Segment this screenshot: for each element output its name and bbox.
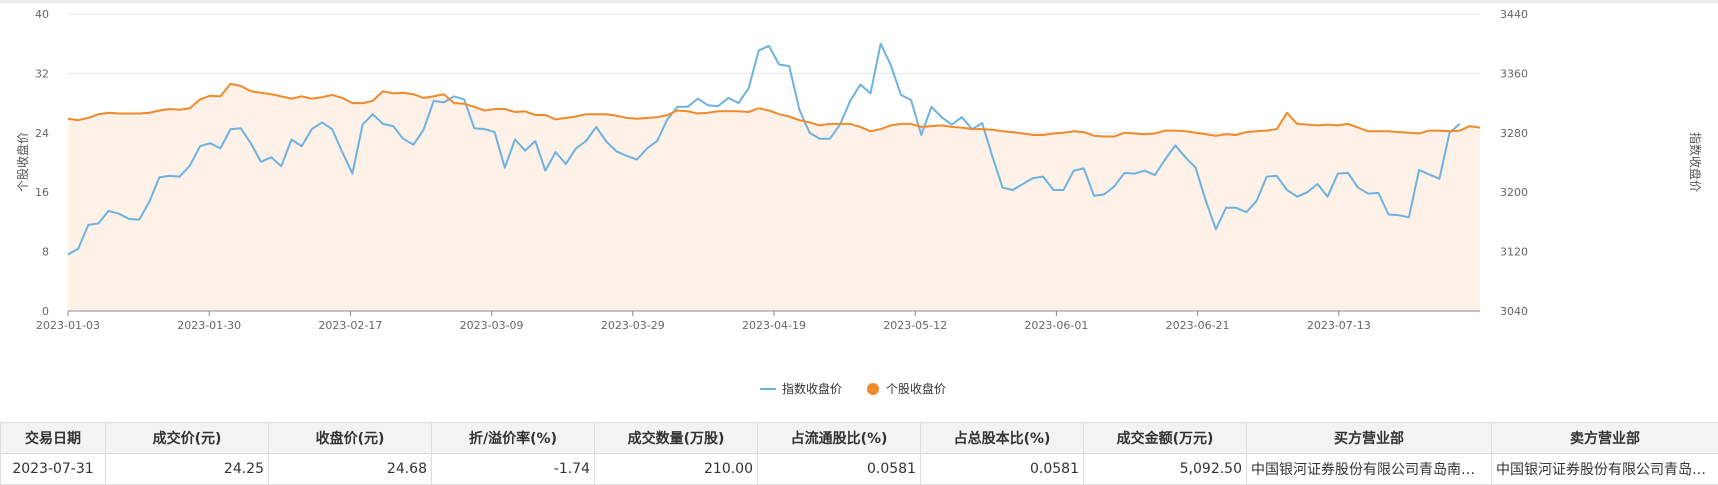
y-right-tick-label: 3280 bbox=[1500, 127, 1528, 140]
header-total-ratio[interactable]: 占总股本比(%) bbox=[921, 423, 1084, 454]
x-tick-label: 2023-02-17 bbox=[318, 319, 382, 332]
legend-label-stock: 个股收盘价 bbox=[886, 381, 946, 396]
header-premium-rate[interactable]: 折/溢价率(%) bbox=[432, 423, 595, 454]
x-tick-label: 2023-05-12 bbox=[883, 319, 947, 332]
x-tick-label: 2023-01-03 bbox=[36, 319, 100, 332]
cell-trade-price: 24.25 bbox=[106, 454, 269, 485]
legend-item-stock[interactable]: 个股收盘价 bbox=[867, 381, 946, 396]
y-right-tick-label: 3120 bbox=[1500, 246, 1528, 259]
cell-volume: 210.00 bbox=[595, 454, 758, 485]
y-left-tick-label: 32 bbox=[35, 67, 49, 80]
chart-svg: 0 8 16 24 32 40 3040 3120 3200 3280 3360 3440 2023-0… bbox=[0, 0, 1718, 400]
cell-premium-rate: -1.74 bbox=[432, 454, 595, 485]
y-axis-right-title: 指数收盘价 bbox=[1688, 132, 1703, 192]
header-amount[interactable]: 成交金额(万元) bbox=[1084, 423, 1247, 454]
stock-area-layer bbox=[68, 84, 1480, 311]
y-right-tick-label: 3040 bbox=[1500, 305, 1528, 318]
header-volume[interactable]: 成交数量(万股) bbox=[595, 423, 758, 454]
cell-close-price: 24.68 bbox=[269, 454, 432, 485]
legend-dot-icon bbox=[867, 383, 879, 395]
header-float-ratio[interactable]: 占流通股比(%) bbox=[758, 423, 921, 454]
cell-trade-date: 2023-07-31 bbox=[1, 454, 106, 485]
y-left-tick-label: 16 bbox=[35, 186, 49, 199]
cell-amount: 5,092.50 bbox=[1084, 454, 1247, 485]
legend-label-index: 指数收盘价 bbox=[782, 381, 842, 396]
header-trade-price[interactable]: 成交价(元) bbox=[106, 423, 269, 454]
legend-item-index[interactable]: 指数收盘价 bbox=[760, 381, 842, 396]
y-left-tick-label: 8 bbox=[42, 246, 49, 259]
y-left-tick-label: 40 bbox=[35, 8, 49, 21]
cell-total-ratio: 0.0581 bbox=[921, 454, 1084, 485]
x-tick-label: 2023-03-09 bbox=[460, 319, 524, 332]
legend[interactable]: 指数收盘价 个股收盘价 bbox=[760, 381, 946, 396]
y-axis-left-title: 个股收盘价 bbox=[15, 132, 30, 192]
cell-seller: 中国银河证券股份有限公司青岛南京路证券营业部 bbox=[1492, 454, 1718, 485]
x-tick-label: 2023-04-19 bbox=[742, 319, 806, 332]
x-tick-label: 2023-06-21 bbox=[1166, 319, 1230, 332]
y-right-tick-label: 3200 bbox=[1500, 186, 1528, 199]
header-buyer[interactable]: 买方营业部 bbox=[1247, 423, 1492, 454]
cell-float-ratio: 0.0581 bbox=[758, 454, 921, 485]
header-seller[interactable]: 卖方营业部 bbox=[1492, 423, 1718, 454]
header-close-price[interactable]: 收盘价(元) bbox=[269, 423, 432, 454]
y-right-tick-label: 3440 bbox=[1500, 8, 1528, 21]
x-tick-label: 2023-03-29 bbox=[601, 319, 665, 332]
header-trade-date[interactable]: 交易日期 bbox=[1, 423, 106, 454]
table-row: 2023-07-31 24.25 24.68 -1.74 210.00 0.05… bbox=[1, 454, 1718, 485]
y-left-tick-label: 0 bbox=[42, 305, 49, 318]
y-left-tick-label: 24 bbox=[35, 127, 49, 140]
price-chart: 0 8 16 24 32 40 3040 3120 3200 3280 3360 3440 2023-0… bbox=[0, 0, 1718, 420]
stock-area bbox=[68, 84, 1480, 311]
table-header-row: 交易日期 成交价(元) 收盘价(元) 折/溢价率(%) 成交数量(万股) 占流通… bbox=[1, 423, 1718, 454]
y-right-tick-label: 3360 bbox=[1500, 67, 1528, 80]
x-tick-label: 2023-01-30 bbox=[177, 319, 241, 332]
x-tick-label: 2023-06-01 bbox=[1024, 319, 1088, 332]
x-tick-label: 2023-07-13 bbox=[1307, 319, 1371, 332]
block-trade-table: 交易日期 成交价(元) 收盘价(元) 折/溢价率(%) 成交数量(万股) 占流通… bbox=[0, 422, 1718, 485]
cell-buyer: 中国银河证券股份有限公司青岛南京路证券营业部 bbox=[1247, 454, 1492, 485]
